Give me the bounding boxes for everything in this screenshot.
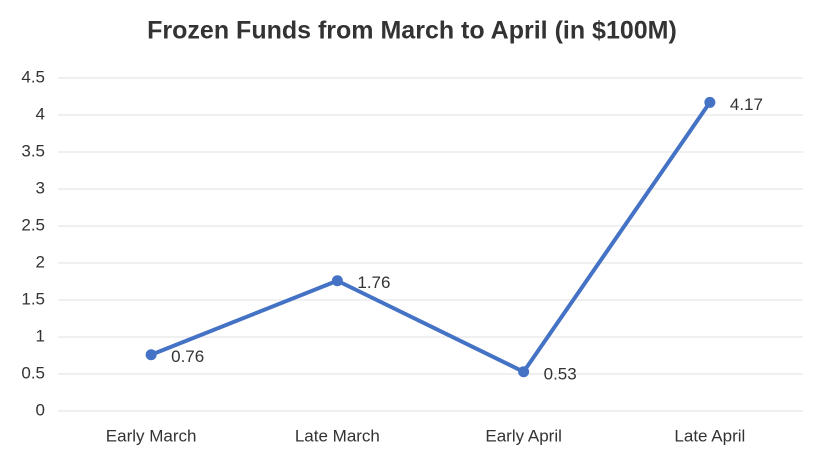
data-label: 0.53 (544, 364, 577, 383)
y-tick-label: 3.5 (21, 141, 45, 160)
y-tick-label: 2.5 (21, 215, 45, 234)
y-tick-label: 0.5 (21, 363, 45, 382)
y-tick-label: 0 (36, 400, 45, 419)
x-tick-label: Late April (674, 426, 745, 445)
y-tick-label: 2 (36, 252, 45, 271)
x-tick-label: Early March (106, 426, 197, 445)
data-point (518, 366, 530, 378)
data-point (145, 349, 157, 361)
y-tick-label: 1.5 (21, 289, 45, 308)
x-tick-label: Late March (295, 426, 380, 445)
data-label: 0.76 (171, 347, 204, 366)
data-point (331, 275, 343, 287)
chart-title: Frozen Funds from March to April (in $10… (147, 17, 677, 45)
y-tick-label: 4 (36, 104, 45, 123)
y-tick-label: 3 (36, 178, 45, 197)
data-label: 4.17 (730, 95, 763, 114)
data-line (150, 101, 712, 374)
data-point (704, 96, 716, 108)
y-tick-label: 4.5 (21, 67, 45, 86)
y-tick-label: 1 (36, 326, 45, 345)
x-tick-label: Early April (485, 426, 562, 445)
data-label: 1.76 (357, 273, 390, 292)
